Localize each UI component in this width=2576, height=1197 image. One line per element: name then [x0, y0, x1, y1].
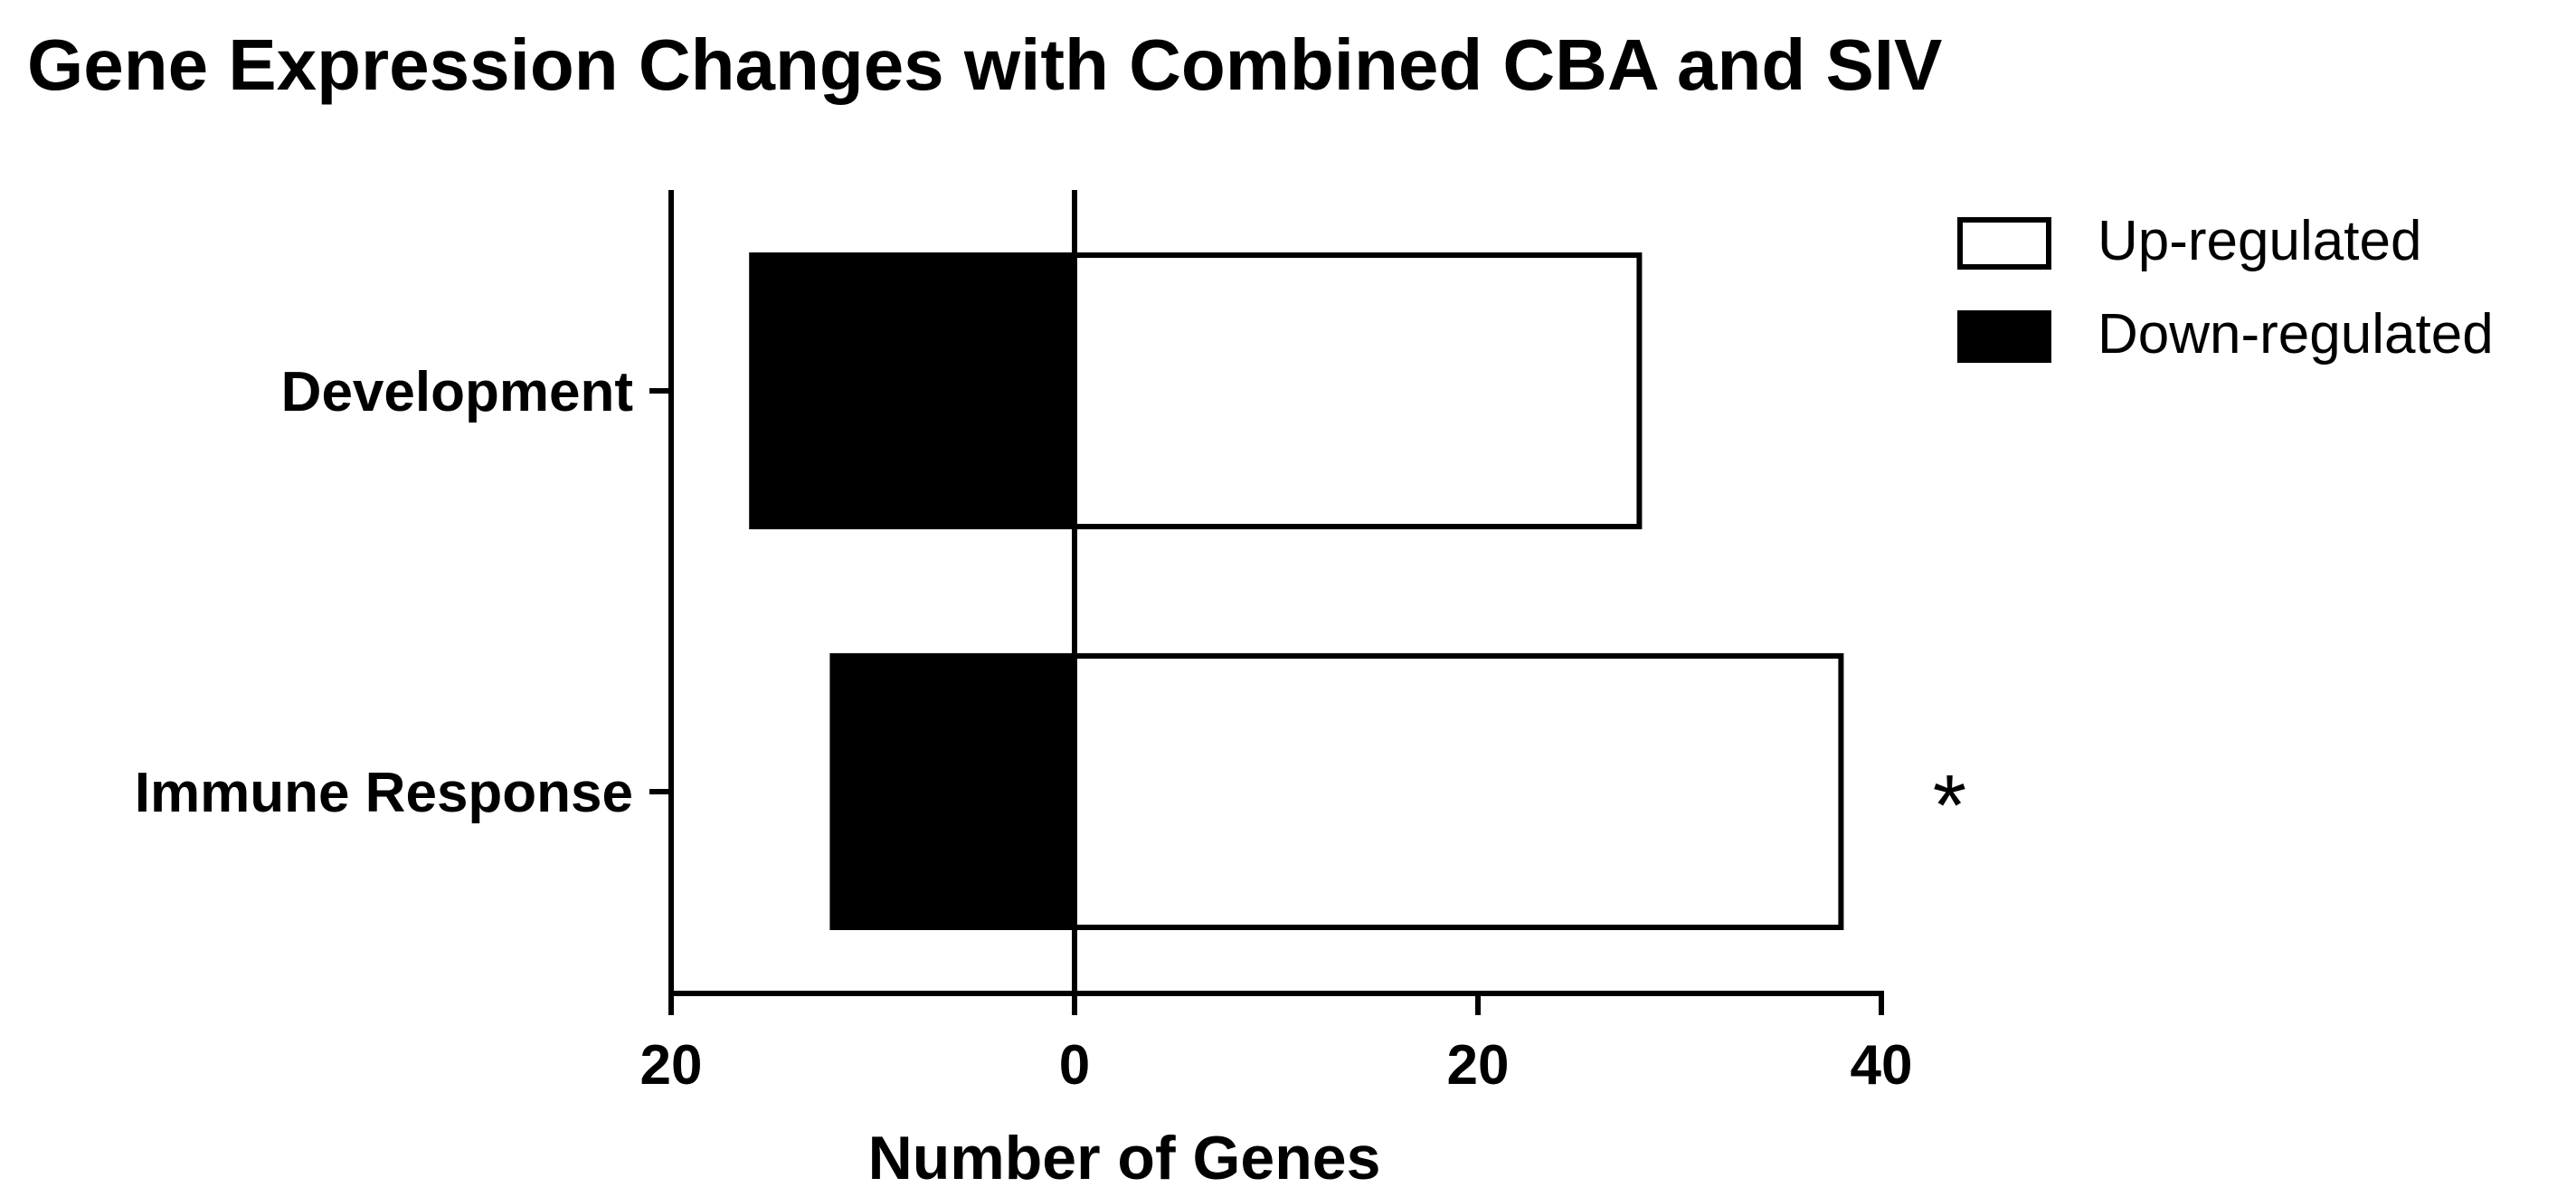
- bar-up-immune-response: [1072, 653, 1844, 930]
- x-tick-label: 20: [1447, 1034, 1510, 1097]
- y-tick-label-development: Development: [281, 361, 633, 423]
- x-tick-label: 0: [1059, 1034, 1090, 1097]
- bars: [749, 252, 1844, 930]
- y-tick-label-immune-response: Immune Response: [135, 762, 633, 824]
- chart-title: Gene Expression Changes with Combined CB…: [27, 24, 1943, 105]
- x-tick-label: 40: [1851, 1034, 1913, 1097]
- legend: Up-regulated Down-regulated: [1957, 210, 2494, 366]
- significance-annotation: *: [1933, 757, 1966, 854]
- legend-swatch-down-regulated: [1957, 310, 2051, 363]
- bar-down-immune-response: [829, 653, 1078, 930]
- x-tick-label: 20: [640, 1034, 703, 1097]
- legend-swatch-up-regulated: [1957, 217, 2051, 270]
- bar-down-development: [749, 252, 1077, 529]
- labels: 20 0 20 40 Number of Genes Development Immune …: [135, 361, 1966, 1192]
- legend-label-down-regulated: Down-regulated: [2098, 303, 2494, 366]
- x-axis-label: Number of Genes: [868, 1124, 1381, 1192]
- bar-up-development: [1072, 252, 1643, 529]
- legend-label-up-regulated: Up-regulated: [2098, 210, 2421, 272]
